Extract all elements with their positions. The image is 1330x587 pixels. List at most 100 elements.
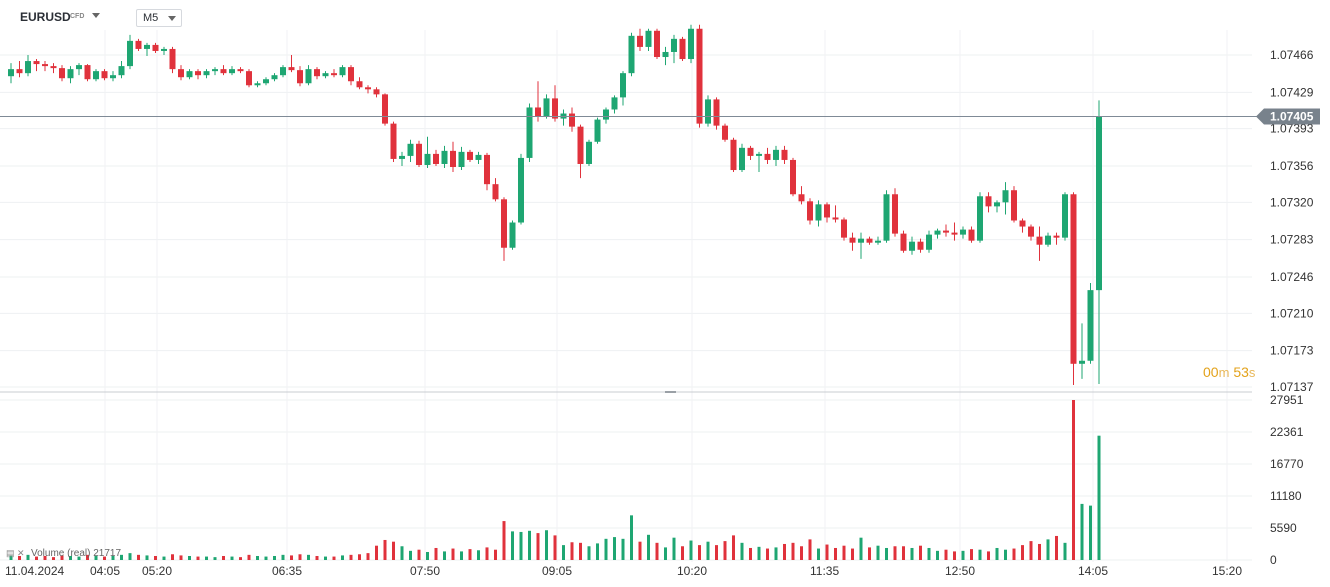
volume-bar — [689, 540, 693, 560]
volume-bar — [392, 541, 395, 560]
volume-bar — [511, 531, 514, 560]
candle-body — [977, 196, 983, 241]
volume-bar — [196, 556, 200, 560]
candle-body — [407, 143, 414, 156]
candle-body — [1019, 220, 1026, 227]
candle-body — [501, 199, 507, 248]
candle-body — [917, 241, 924, 250]
candle-countdown: 00m 53s — [1203, 364, 1255, 380]
volume-bar — [1029, 541, 1033, 560]
volume-bar — [630, 515, 633, 560]
candle-body — [603, 109, 609, 120]
candle-body — [696, 28, 703, 124]
volume-bar — [664, 547, 667, 560]
volume-bar — [256, 555, 259, 560]
volume-bar — [1046, 539, 1050, 560]
candle-body — [229, 69, 235, 74]
timeframe-label: M5 — [143, 12, 159, 24]
volume-bar — [417, 549, 421, 560]
candle-body — [314, 69, 320, 77]
candle-body — [730, 139, 737, 171]
volume-bar — [307, 554, 310, 560]
volume-bar — [961, 550, 965, 560]
candle-body — [1087, 290, 1094, 361]
volume-bar — [587, 546, 591, 560]
candle-body — [569, 113, 575, 127]
candle-body — [263, 79, 269, 84]
candle-body — [484, 154, 490, 185]
candle-body — [220, 69, 227, 74]
price-tick-label: 1.07210 — [1270, 306, 1314, 320]
candle-body — [356, 81, 363, 88]
volume-settings-icon[interactable]: ▤ ✕ — [6, 548, 25, 558]
volume-bar — [528, 530, 531, 560]
candle-body — [1028, 226, 1034, 237]
candle-body — [807, 201, 813, 221]
volume-bar — [570, 542, 574, 560]
candle-body — [127, 40, 133, 67]
volume-bar — [655, 542, 659, 560]
candle-body — [297, 70, 303, 84]
volume-bar — [927, 547, 931, 560]
symbol-label[interactable]: EURUSD — [20, 10, 71, 24]
chart-grid — [0, 30, 1252, 562]
volume-bar — [604, 538, 608, 560]
candle-body — [790, 159, 796, 195]
chevron-down-icon — [168, 16, 176, 21]
volume-bar — [596, 543, 599, 560]
price-tick-label: 1.07429 — [1270, 85, 1314, 99]
volume-bar — [723, 541, 727, 560]
volume-bar — [434, 547, 438, 560]
candle-body — [645, 30, 652, 47]
candle-body — [875, 240, 881, 243]
candle-body — [637, 35, 643, 47]
candle-body — [458, 151, 465, 168]
volume-bar — [358, 554, 361, 560]
volume-bar — [740, 542, 744, 560]
candle-body — [934, 230, 941, 235]
candle-body — [611, 97, 618, 110]
candle-body — [586, 141, 592, 164]
candle-body — [1002, 190, 1009, 203]
candle-body — [450, 150, 456, 168]
candle-body — [118, 66, 125, 76]
candle-body — [42, 64, 48, 67]
volume-bar — [910, 547, 914, 560]
time-tick-label: 15:20 — [1212, 564, 1242, 578]
candle-body — [1011, 190, 1017, 221]
candle-body — [288, 67, 295, 71]
candle-body — [509, 222, 516, 248]
current-price-badge: 1.07405 — [1256, 108, 1320, 125]
instrument-type-label: CFD — [70, 13, 85, 20]
candle-body — [577, 126, 584, 164]
volume-bar — [562, 545, 565, 560]
volume-bar — [987, 551, 990, 560]
symbol-dropdown-icon[interactable] — [92, 13, 100, 18]
candle-body — [951, 232, 958, 235]
candle-body — [543, 98, 550, 117]
chart-toolbar: EURUSD CFD M5 — [0, 0, 1250, 30]
candle-body — [798, 194, 805, 202]
candle-body — [237, 69, 244, 72]
candle-body — [271, 75, 278, 80]
volume-bar — [26, 554, 30, 560]
volume-bar — [332, 556, 336, 560]
time-tick-label: 05:20 — [142, 564, 172, 578]
volume-bar — [808, 539, 812, 560]
candle-body — [705, 99, 711, 124]
volume-bar — [791, 542, 795, 560]
timeframe-select[interactable]: M5 — [136, 9, 182, 27]
candle-body — [1079, 360, 1085, 364]
volume-bar — [494, 549, 497, 560]
candle-body — [892, 194, 898, 234]
price-tick-label: 1.07466 — [1270, 48, 1314, 62]
candle-body — [722, 125, 728, 140]
volume-bar — [375, 545, 378, 560]
volume-bar — [60, 555, 64, 560]
candle-body — [416, 143, 422, 165]
volume-bar — [52, 557, 55, 560]
candle-body — [526, 107, 533, 158]
volume-tick-label: 5590 — [1270, 521, 1297, 535]
volume-bar — [766, 548, 769, 560]
